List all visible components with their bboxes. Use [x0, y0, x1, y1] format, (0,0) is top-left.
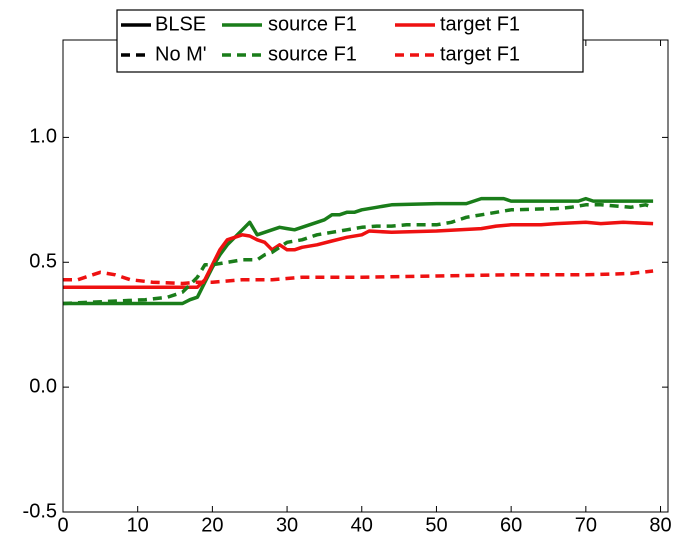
x-tick-label: 80	[649, 514, 671, 536]
legend-label: BLSE	[155, 13, 206, 35]
legend-label: target F1	[440, 13, 520, 35]
y-tick-label: 1.0	[29, 126, 57, 148]
legend-label: target F1	[440, 43, 520, 65]
x-tick-label: 20	[201, 514, 223, 536]
legend-label: source F1	[268, 43, 357, 65]
x-tick-label: 70	[575, 514, 597, 536]
x-tick-label: 10	[127, 514, 149, 536]
series-line	[63, 269, 654, 286]
y-tick-label: 0.0	[29, 375, 57, 397]
legend-box	[116, 9, 584, 73]
series-line	[63, 196, 654, 306]
x-tick-label: 40	[351, 514, 373, 536]
y-tick-label: 0.5	[29, 251, 57, 273]
legend: BLSE source F1 target F1 No M' source F1 targ…	[116, 9, 584, 73]
y-tick-label: -0.5	[23, 500, 57, 522]
series-line	[63, 220, 654, 289]
x-tick-label: 0	[57, 514, 68, 536]
legend-label: source F1	[268, 13, 357, 35]
series-line	[62, 203, 654, 306]
x-tick-label: 50	[425, 514, 447, 536]
legend-label: No M'	[155, 43, 207, 65]
x-tick-label: 30	[276, 514, 298, 536]
x-tick-label: 60	[500, 514, 522, 536]
